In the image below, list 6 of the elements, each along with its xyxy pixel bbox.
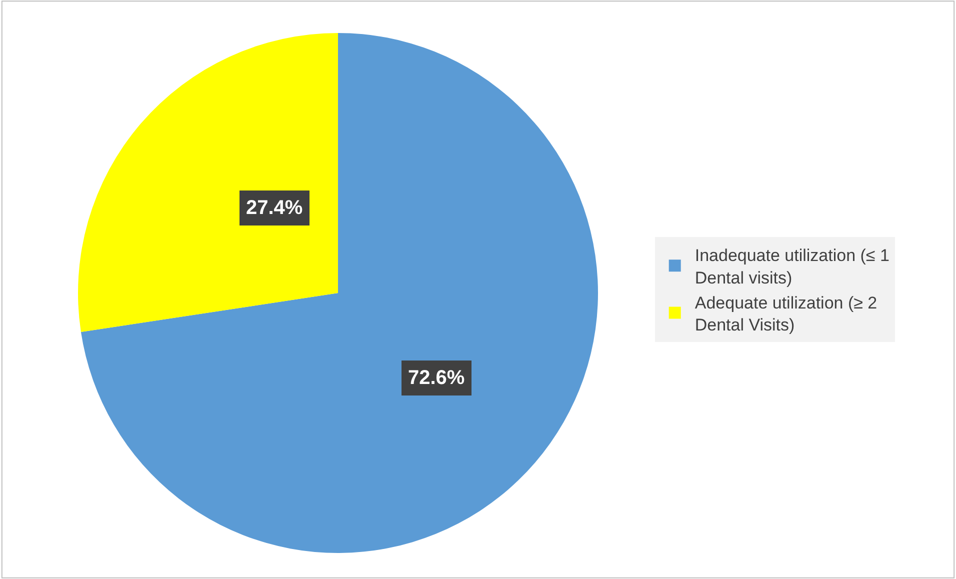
pie-slice xyxy=(80,33,598,553)
data-label: 27.4% xyxy=(246,197,303,219)
pie-slice xyxy=(78,33,338,332)
legend-label: Adequate utilization (≥ 2 Dental Visits) xyxy=(694,293,878,334)
data-label: 72.6% xyxy=(408,367,465,389)
legend-label: Inadequate utilization (≤ 1 Dental visits) xyxy=(694,246,890,288)
